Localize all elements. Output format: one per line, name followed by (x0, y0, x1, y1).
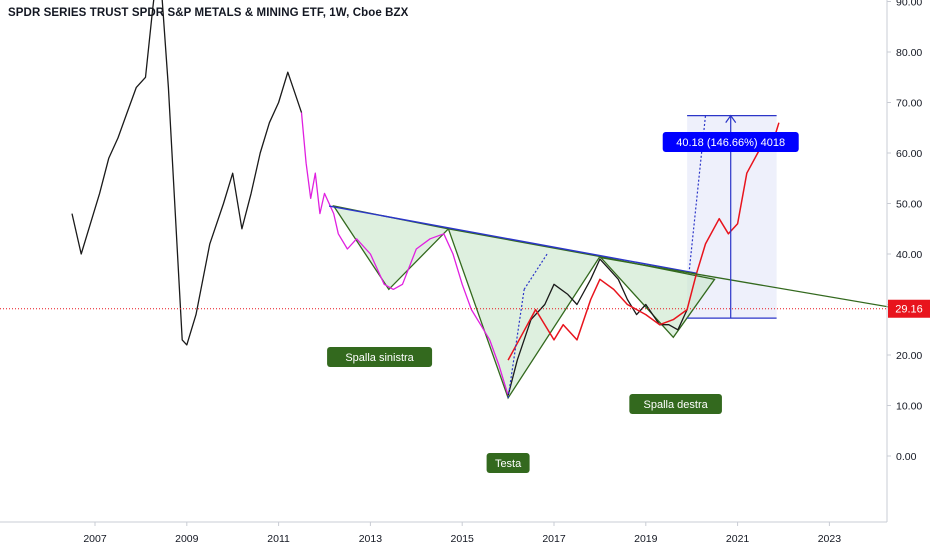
x-tick-label: 2017 (542, 533, 566, 545)
measure-label[interactable]: 40.18 (146.66%) 4018 (662, 132, 799, 152)
x-tick-label: 2011 (267, 533, 290, 545)
trendline[interactable] (599, 256, 899, 310)
y-tick-label: 80.00 (896, 47, 922, 59)
series-layer (71, 0, 780, 396)
x-tick-label: 2021 (726, 533, 750, 545)
neckline[interactable] (328, 205, 697, 274)
right-shoulder-label-text: Spalla destra (644, 399, 709, 411)
left-shoulder-label-bg (327, 347, 433, 367)
y-tick-label: 60.00 (896, 148, 922, 160)
last-price-tag[interactable] (888, 299, 930, 318)
y-tick-label: 70.00 (896, 98, 922, 110)
price-series-1[interactable] (71, 0, 303, 346)
last-price-label: 29.16 (895, 304, 923, 316)
y-tick-label: 10.00 (896, 401, 922, 413)
y-tick-label: 20.00 (896, 350, 922, 362)
label-layer: Spalla sinistra Testa Spalla destra 40.18 (… (327, 132, 799, 473)
right-shoulder-label[interactable]: Spalla destra (629, 394, 722, 414)
head-label[interactable]: Testa (486, 453, 530, 473)
head-label-text: Testa (495, 458, 522, 470)
head-triangle (447, 227, 601, 400)
x-tick-label: 2013 (359, 533, 383, 545)
left-shoulder-triangle (332, 205, 450, 291)
y-tick-label: 90.00 (896, 0, 922, 9)
chart-title: SPDR SERIES TRUST SPDR S&P METALS & MINI… (8, 7, 409, 19)
y-tick-label: 0.00 (896, 451, 917, 463)
right-shoulder-label-bg (629, 394, 722, 414)
head-label-bg (486, 453, 530, 473)
x-tick-label: 2015 (451, 533, 475, 545)
price-series-4[interactable] (507, 122, 780, 361)
x-tick-label: 2019 (634, 533, 658, 545)
y-tick-label: 50.00 (896, 199, 922, 211)
left-shoulder-label[interactable]: Spalla sinistra (327, 347, 433, 367)
y-tick-label: 40.00 (896, 249, 922, 261)
price-series-2[interactable] (300, 112, 509, 396)
measure-label-text: 40.18 (146.66%) 4018 (676, 137, 785, 149)
pattern-layer (332, 115, 777, 400)
x-tick-label: 2007 (83, 533, 107, 545)
left-shoulder-label-text: Spalla sinistra (345, 352, 414, 364)
x-tick-label: 2009 (175, 533, 199, 545)
target-arrow-icon (725, 114, 737, 123)
measure-label-bg (662, 132, 799, 152)
x-tick-label: 2023 (818, 533, 842, 545)
dotted-projection-neck (523, 253, 548, 290)
